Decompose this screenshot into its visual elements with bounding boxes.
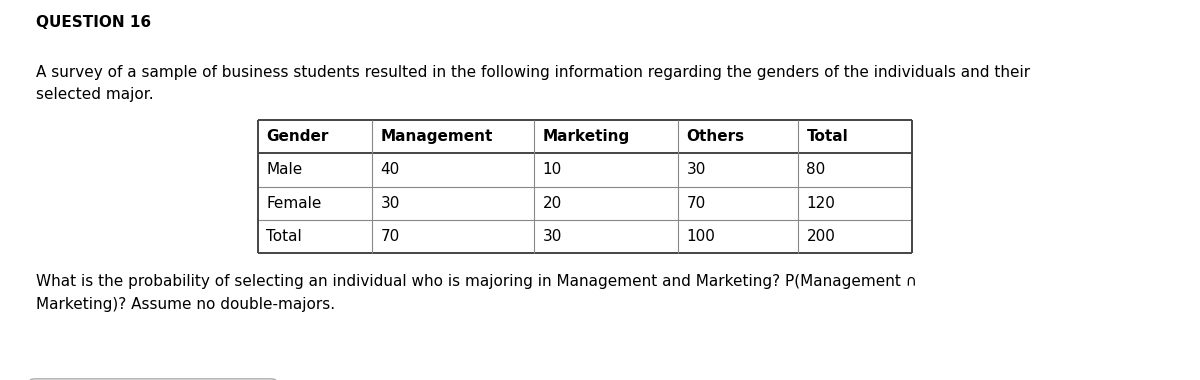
Text: Others: Others	[686, 129, 744, 144]
Text: 30: 30	[686, 162, 706, 177]
Bar	[258, 120, 912, 253]
Text: What is the probability of selecting an individual who is majoring in Management: What is the probability of selecting an …	[36, 274, 917, 312]
Text: Total: Total	[806, 129, 848, 144]
Text: 80: 80	[806, 162, 826, 177]
Text: Management: Management	[380, 129, 493, 144]
Text: 70: 70	[686, 196, 706, 211]
Text: 100: 100	[686, 229, 715, 244]
Text: 200: 200	[806, 229, 835, 244]
Text: 70: 70	[380, 229, 400, 244]
Text: Male: Male	[266, 162, 302, 177]
Text: A survey of a sample of business students resulted in the following information : A survey of a sample of business student…	[36, 65, 1030, 102]
Text: 20: 20	[542, 196, 562, 211]
Text: Total: Total	[266, 229, 302, 244]
Text: 120: 120	[806, 196, 835, 211]
FancyBboxPatch shape	[30, 379, 276, 380]
Text: 10: 10	[542, 162, 562, 177]
Text: QUESTION 16: QUESTION 16	[36, 15, 151, 30]
Text: 40: 40	[380, 162, 400, 177]
Text: 30: 30	[542, 229, 562, 244]
Text: Gender: Gender	[266, 129, 329, 144]
Text: Marketing: Marketing	[542, 129, 630, 144]
Text: Female: Female	[266, 196, 322, 211]
Text: 30: 30	[380, 196, 400, 211]
